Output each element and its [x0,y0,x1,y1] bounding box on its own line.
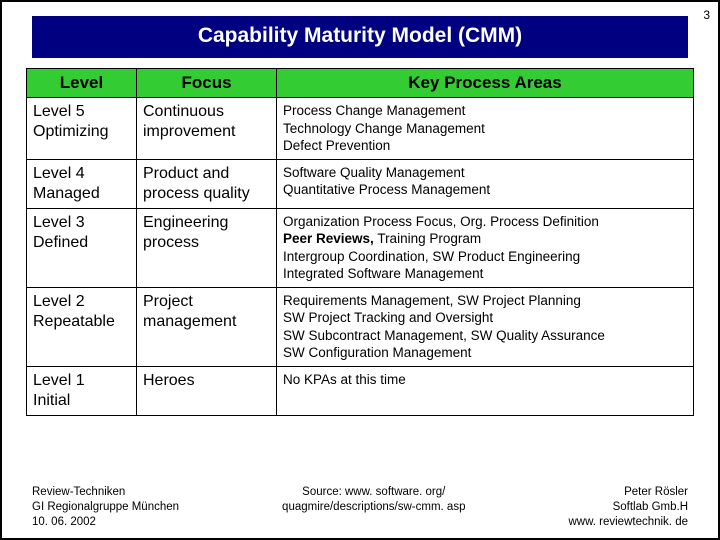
kpa-cell: Software Quality ManagementQuantitative … [277,159,694,208]
footer-left-line1: Review-Techniken [32,485,179,500]
table-row: Level 2RepeatableProjectmanagementRequir… [27,287,694,366]
header-level: Level [27,69,137,98]
table-row: Level 1InitialHeroesNo KPAs at this time [27,367,694,416]
focus-cell: Heroes [137,367,277,416]
level-cell: Level 4Managed [27,159,137,208]
footer-right-line3: www. reviewtechnik. de [568,515,688,530]
footer-left: Review-Techniken GI Regionalgruppe Münch… [32,485,179,530]
level-cell: Level 3Defined [27,208,137,287]
kpa-cell: Process Change ManagementTechnology Chan… [277,98,694,160]
kpa-cell: Requirements Management, SW Project Plan… [277,287,694,366]
level-cell: Level 5Optimizing [27,98,137,160]
table-row: Level 5OptimizingContinuousimprovementPr… [27,98,694,160]
table-header-row: Level Focus Key Process Areas [27,69,694,98]
focus-cell: Projectmanagement [137,287,277,366]
footer: Review-Techniken GI Regionalgruppe Münch… [2,485,718,530]
footer-right-line2: Softlab Gmb.H [568,500,688,515]
level-cell: Level 1Initial [27,367,137,416]
kpa-cell: Organization Process Focus, Org. Process… [277,208,694,287]
footer-right-line1: Peter Rösler [568,485,688,500]
footer-left-line3: 10. 06. 2002 [32,515,179,530]
kpa-cell: No KPAs at this time [277,367,694,416]
cmm-table: Level Focus Key Process Areas Level 5Opt… [26,68,694,416]
focus-cell: Engineeringprocess [137,208,277,287]
table-row: Level 4ManagedProduct andprocess quality… [27,159,694,208]
footer-center-line1: Source: www. software. org/ [282,485,465,500]
header-kpa: Key Process Areas [277,69,694,98]
focus-cell: Product andprocess quality [137,159,277,208]
page-number: 3 [703,8,710,22]
footer-left-line2: GI Regionalgruppe München [32,500,179,515]
slide-title: Capability Maturity Model (CMM) [32,16,688,58]
level-cell: Level 2Repeatable [27,287,137,366]
table-row: Level 3DefinedEngineeringprocessOrganiza… [27,208,694,287]
footer-center: Source: www. software. org/ quagmire/des… [282,485,465,530]
focus-cell: Continuousimprovement [137,98,277,160]
footer-right: Peter Rösler Softlab Gmb.H www. reviewte… [568,485,688,530]
footer-center-line2: quagmire/descriptions/sw-cmm. asp [282,500,465,515]
header-focus: Focus [137,69,277,98]
